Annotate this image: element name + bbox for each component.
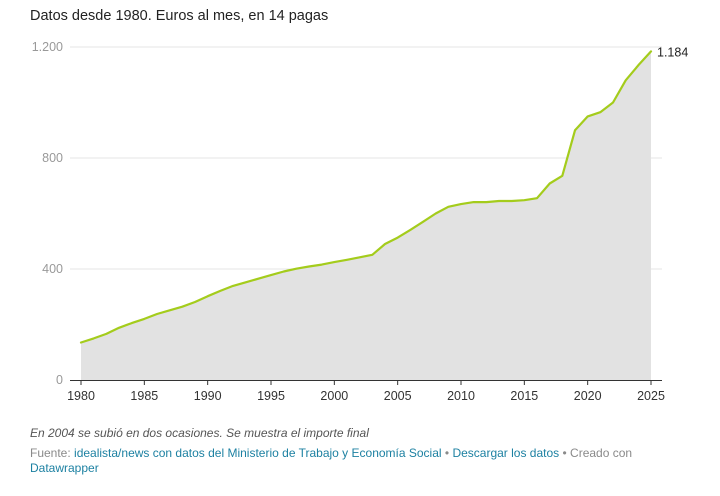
- chart-note: En 2004 se subió en dos ocasiones. Se mu…: [30, 426, 369, 440]
- x-tick-label: 1985: [130, 389, 158, 403]
- y-tick-label: 400: [42, 262, 63, 276]
- created-with-text: • Creado con: [559, 446, 633, 460]
- y-tick-label: 0: [56, 373, 63, 387]
- area-fill: [81, 51, 651, 381]
- source-link[interactable]: idealista/news con datos del Ministerio …: [74, 446, 442, 460]
- data-labels: 1.184: [657, 45, 688, 59]
- datawrapper-link[interactable]: Datawrapper: [30, 461, 99, 475]
- line-layer: [79, 50, 653, 344]
- chart-subtitle: Datos desde 1980. Euros al mes, en 14 pa…: [30, 8, 329, 24]
- y-tick-label: 800: [42, 151, 63, 165]
- x-tick-label: 2020: [574, 389, 602, 403]
- area-fill-layer: [81, 51, 651, 381]
- y-tick-label: 1.200: [32, 40, 63, 54]
- x-tick-label: 2010: [447, 389, 475, 403]
- x-tick-label: 1995: [257, 389, 285, 403]
- x-tick-label: 2000: [320, 389, 348, 403]
- y-tick-labels: 0 400 800 1.200: [32, 40, 63, 387]
- line-chart: 0 400 800 1.200 1980 1985 1990 1995 2000 2005 201…: [32, 40, 689, 403]
- source-line: Fuente: idealista/news con datos del Min…: [30, 446, 670, 476]
- x-tick-label: 1990: [194, 389, 222, 403]
- x-tick-label: 1980: [67, 389, 95, 403]
- x-tick-label: 2005: [384, 389, 412, 403]
- x-tick-labels: 1980 1985 1990 1995 2000 2005 2010 2015 2020 2025: [67, 389, 665, 403]
- x-tick-label: 2025: [637, 389, 665, 403]
- x-tick-label: 2015: [510, 389, 538, 403]
- source-prefix: Fuente:: [30, 446, 75, 460]
- series-line: [79, 50, 653, 344]
- separator: •: [441, 446, 453, 460]
- end-value-label: 1.184: [657, 45, 688, 59]
- x-axis: [70, 380, 662, 385]
- download-data-link[interactable]: Descargar los datos: [452, 446, 560, 460]
